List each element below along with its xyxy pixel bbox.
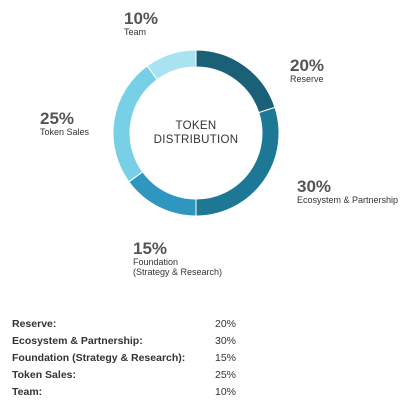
slice-percent-label: 10% (124, 9, 158, 28)
table-row-value: 30% (215, 335, 237, 347)
donut-slice-foundation (128, 171, 197, 217)
table-row-value: 10% (215, 386, 237, 398)
slice-percent-label: 20% (290, 56, 324, 75)
distribution-summary-table: Reserve: 20% Ecosystem & Partnership: 30… (12, 316, 312, 400)
slice-label-reserve: 20%Reserve (290, 56, 324, 84)
donut-slices (112, 49, 280, 217)
table-row: Token Sales: 25% (12, 367, 312, 384)
slice-name-label: Token Sales (40, 127, 90, 137)
table-row-name: Token Sales: (12, 369, 76, 381)
slice-label-token-sales: 25%Token Sales (40, 109, 90, 137)
slice-percent-label: 30% (297, 177, 331, 196)
slice-label-foundation: 15%Foundation(Strategy & Research) (133, 239, 222, 277)
slice-name-label: Ecosystem & Partnership (297, 195, 398, 205)
donut-slice-team (146, 49, 197, 81)
table-row-value: 20% (215, 318, 237, 330)
slice-label-team: 10%Team (124, 9, 158, 37)
donut-slice-token-sales (112, 65, 158, 183)
slice-name-label: Team (124, 27, 146, 37)
table-row: Team: 10% (12, 384, 312, 400)
token-distribution-donut-chart: TOKEN DISTRIBUTION 20%Reserve 30%Ecosystem… (40, 9, 398, 277)
table-row-name: Foundation (Strategy & Research): (12, 352, 186, 364)
chart-title-line: TOKEN (176, 120, 217, 132)
table-row: Foundation (Strategy & Research): 15% (12, 350, 312, 367)
slice-percent-label: 15% (133, 239, 167, 258)
table-row-name: Ecosystem & Partnership: (12, 335, 143, 347)
table-row-value: 25% (215, 369, 237, 381)
table-row: Ecosystem & Partnership: 30% (12, 333, 312, 350)
table-row: Reserve: 20% (12, 316, 312, 333)
chart-title-line: DISTRIBUTION (154, 134, 239, 146)
table-row-value: 15% (215, 352, 237, 364)
chart-title: TOKEN DISTRIBUTION (154, 120, 239, 146)
slice-name-label: Foundation (133, 257, 178, 267)
slice-label-ecosystem-and-partnership: 30%Ecosystem & Partnership (297, 177, 398, 205)
table-row-name: Reserve: (12, 318, 57, 330)
table-row-name: Team: (12, 386, 43, 398)
slice-labels: 20%Reserve 30%Ecosystem & Partnership 15%F… (40, 9, 398, 277)
slice-percent-label: 25% (40, 109, 74, 128)
slice-name-label: (Strategy & Research) (133, 267, 222, 277)
slice-name-label: Reserve (290, 74, 324, 84)
donut-slice-reserve (195, 49, 276, 114)
